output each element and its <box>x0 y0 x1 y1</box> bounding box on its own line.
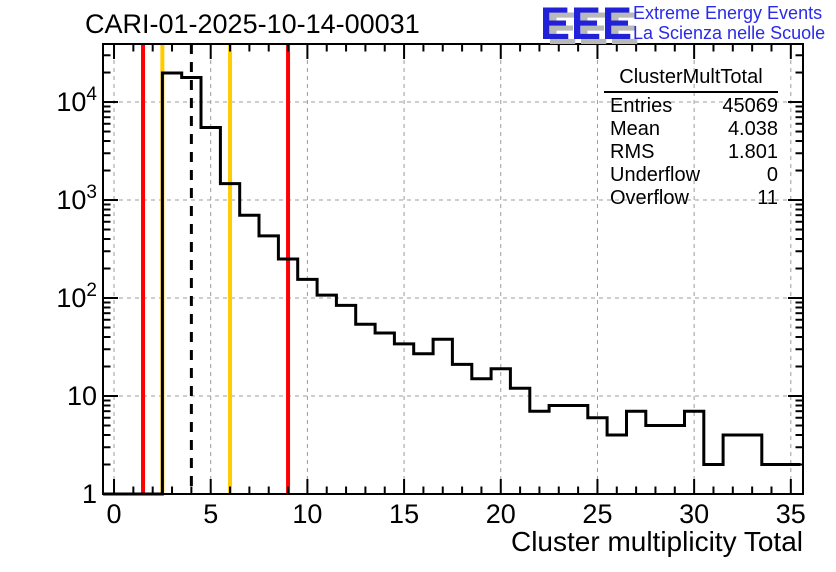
x-tick-label: 10 <box>292 499 322 529</box>
stats-value: 4.038 <box>727 118 778 140</box>
x-tick-label: 5 <box>203 499 218 529</box>
stats-value: 1.801 <box>727 141 778 163</box>
stats-row-mean: Mean 4.038 <box>604 118 778 141</box>
y-tick-label: 104 <box>56 84 97 117</box>
logo-caption-line2: La Scienza nelle Scuole <box>633 23 826 43</box>
stats-label: RMS <box>610 141 655 163</box>
stats-box: ClusterMultTotal Entries 45069 Mean 4.03… <box>604 66 778 210</box>
stats-label: Overflow <box>610 187 689 209</box>
stats-value: 11 <box>757 187 778 209</box>
histogram-outline <box>103 71 801 496</box>
x-tick-label: 0 <box>107 499 122 529</box>
eee-logo-caption: Extreme Energy Events La Scienza nelle S… <box>633 3 825 43</box>
stats-row-underflow: Underflow 0 <box>604 164 778 187</box>
plot-title: CARI-01-2025-10-14-00031 <box>85 9 420 39</box>
x-tick-label: 15 <box>389 499 419 529</box>
stats-label: Mean <box>610 118 661 140</box>
logo-caption-line1: Extreme Energy Events <box>633 3 823 23</box>
eee-logo-letters: EEE <box>540 0 634 49</box>
stats-value: 0 <box>766 164 778 186</box>
x-tick-label: 20 <box>486 499 516 529</box>
x-tick-label: 30 <box>679 499 709 529</box>
stats-label: Entries <box>610 95 673 117</box>
stats-row-rms: RMS 1.801 <box>604 141 778 164</box>
eee-logo: EEE <box>540 0 633 48</box>
stats-row-overflow: Overflow 11 <box>604 187 778 210</box>
stats-value: 45069 <box>722 95 778 117</box>
stats-row-entries: Entries 45069 <box>604 95 778 118</box>
x-axis-title: Cluster multiplicity Total <box>511 526 803 557</box>
y-tick-label: 10 <box>67 381 97 411</box>
y-tick-label: 103 <box>56 182 97 215</box>
y-tick-label: 102 <box>56 280 97 313</box>
stats-title: ClusterMultTotal <box>604 66 778 93</box>
x-tick-label: 25 <box>582 499 612 529</box>
y-tick-label: 1 <box>82 479 97 509</box>
x-tick-label: 35 <box>776 499 806 529</box>
stats-label: Underflow <box>610 164 701 186</box>
